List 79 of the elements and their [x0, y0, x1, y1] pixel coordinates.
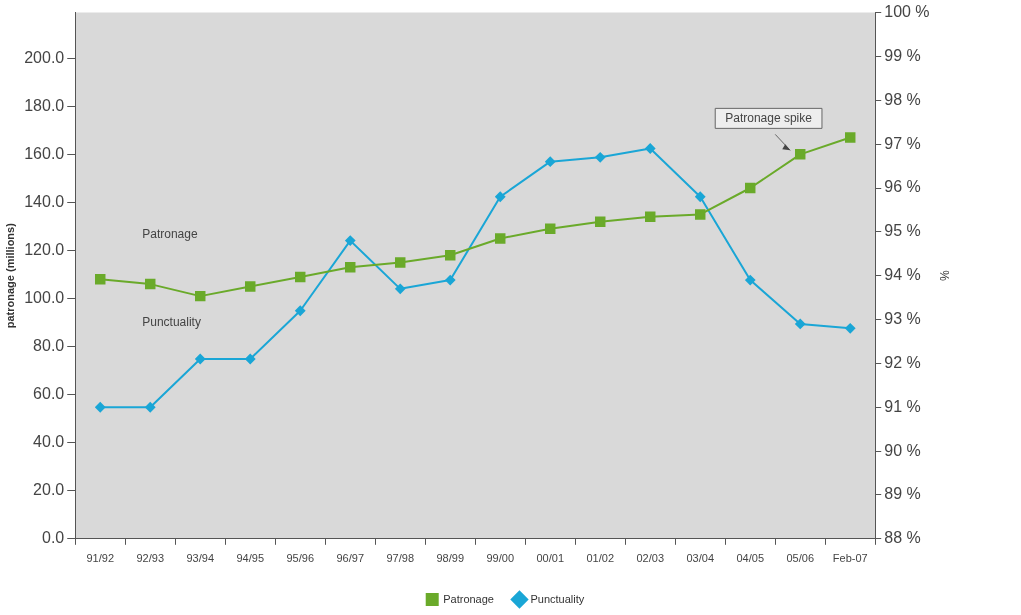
x-tick-label: 93/94: [186, 552, 214, 565]
y-tick-label: 140.0: [24, 192, 65, 210]
y2-tick-label: 89 %: [884, 485, 921, 503]
y2-tick-label: 93 %: [884, 309, 921, 327]
y-tick-label: 0.0: [41, 529, 65, 547]
point: [795, 318, 806, 329]
x-tick-label: 02/03: [636, 552, 664, 565]
x-tick-label: 98/99: [436, 552, 464, 565]
x-tick-label: 01/02: [586, 552, 614, 565]
y2-tick-label: 91 %: [884, 397, 921, 415]
y-tick-label: 160.0: [24, 144, 65, 162]
point: [495, 191, 506, 202]
y2-tick-label: 98 %: [884, 90, 921, 108]
y2-tick-label: 96 %: [884, 178, 921, 196]
point: [794, 149, 806, 160]
y2-tick-label: 99 %: [884, 46, 921, 64]
y-tick-label: 180.0: [24, 96, 65, 114]
x-tick-label: 94/95: [236, 552, 264, 565]
point: [295, 305, 306, 316]
point: [845, 323, 856, 334]
annotation: Patronage spike: [725, 110, 813, 125]
x-tick-label: 99/00: [486, 552, 514, 565]
x-tick-label: Feb-07: [832, 552, 868, 565]
point: [545, 156, 556, 167]
point: [145, 278, 156, 290]
point: [844, 132, 856, 143]
y2-tick-label: 90 %: [884, 441, 921, 459]
x-tick-label: 03/04: [686, 552, 714, 565]
y-tick-label: 200.0: [24, 48, 65, 66]
point: [745, 275, 756, 286]
y-tick-label: 20.0: [33, 481, 65, 499]
point: [544, 223, 556, 235]
point: [444, 250, 456, 261]
point: [344, 262, 356, 273]
x-tick-label: 92/93: [136, 552, 164, 565]
point: [644, 211, 656, 223]
x-tick-label: 95/96: [286, 552, 314, 565]
y-tick-label: 120.0: [24, 240, 65, 258]
y2-tick-label: 92 %: [884, 353, 921, 371]
y-axis-title: patronage (millions): [3, 222, 16, 329]
point: [95, 402, 106, 413]
y2-tick-label: 100 %: [884, 3, 930, 21]
point: [595, 152, 606, 163]
point: [394, 257, 406, 268]
y-tick-label: 40.0: [33, 433, 65, 451]
y2-tick-label: 95 %: [884, 222, 921, 240]
y2-tick-label: 97 %: [884, 134, 921, 152]
point: [145, 402, 156, 413]
point: [594, 216, 606, 227]
point: [694, 209, 706, 220]
point: [195, 290, 206, 302]
y-tick-label: 100.0: [24, 288, 65, 306]
x-tick-label: 91/92: [86, 552, 114, 565]
point: [445, 275, 456, 286]
point: [195, 354, 206, 365]
annotation: Patronage: [142, 226, 198, 241]
point: [695, 191, 706, 202]
point: [345, 235, 356, 246]
y-tick-label: 60.0: [33, 385, 65, 403]
y2-tick-label: 94 %: [884, 266, 921, 284]
point: [245, 281, 256, 292]
point: [744, 182, 756, 194]
point: [395, 283, 406, 294]
point: [494, 233, 506, 244]
legend-label: Punctuality: [530, 592, 585, 605]
point: [295, 271, 306, 283]
y2-axis-title: %: [937, 270, 952, 282]
legend-label: Patronage: [443, 592, 494, 605]
point: [245, 354, 256, 365]
x-tick-label: 00/01: [536, 552, 564, 565]
point: [645, 143, 656, 154]
y2-tick-label: 88 %: [884, 529, 921, 547]
x-tick-label: 97/98: [386, 552, 414, 565]
y-tick-label: 80.0: [33, 336, 65, 354]
annotation: Punctuality: [142, 314, 201, 329]
x-tick-label: 04/05: [736, 552, 764, 565]
x-tick-label: 05/06: [786, 552, 814, 565]
x-tick-label: 96/97: [336, 552, 364, 565]
point: [95, 274, 106, 285]
